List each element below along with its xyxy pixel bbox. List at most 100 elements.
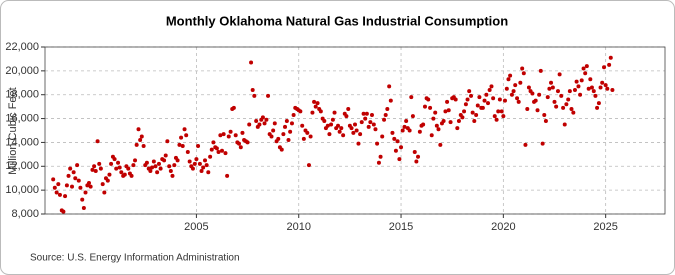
data-point bbox=[80, 197, 85, 202]
data-point bbox=[491, 96, 496, 101]
data-point bbox=[443, 109, 448, 114]
data-point bbox=[472, 118, 477, 123]
data-point bbox=[203, 158, 208, 163]
data-point bbox=[414, 159, 419, 164]
data-point bbox=[559, 93, 564, 98]
data-point bbox=[254, 118, 259, 123]
data-point bbox=[162, 158, 167, 163]
data-point bbox=[250, 87, 255, 92]
y-tick-label: 14,000 bbox=[5, 136, 39, 148]
data-point bbox=[397, 157, 402, 162]
data-point bbox=[579, 78, 584, 83]
data-point bbox=[431, 116, 436, 121]
data-point bbox=[494, 117, 499, 122]
data-point bbox=[197, 161, 202, 166]
data-point bbox=[474, 112, 479, 117]
data-point bbox=[550, 85, 555, 90]
data-point bbox=[223, 151, 228, 156]
data-point bbox=[448, 120, 453, 125]
data-point bbox=[226, 134, 231, 139]
data-point bbox=[516, 99, 521, 104]
data-point bbox=[456, 118, 461, 123]
data-point bbox=[156, 161, 161, 166]
data-point bbox=[429, 133, 434, 138]
data-point bbox=[487, 87, 492, 92]
data-point bbox=[469, 93, 474, 98]
data-point bbox=[66, 173, 71, 178]
data-point bbox=[194, 157, 199, 162]
data-point bbox=[300, 123, 305, 128]
data-point bbox=[112, 157, 117, 162]
data-point bbox=[600, 80, 605, 85]
data-point bbox=[530, 91, 535, 96]
data-point bbox=[364, 111, 369, 116]
data-point bbox=[369, 112, 374, 117]
data-point bbox=[552, 99, 557, 104]
data-point bbox=[209, 147, 214, 152]
data-point bbox=[165, 139, 170, 144]
data-point bbox=[445, 99, 450, 104]
data-point bbox=[288, 129, 293, 134]
data-point bbox=[214, 146, 219, 151]
data-point bbox=[441, 118, 446, 123]
data-point bbox=[537, 92, 542, 97]
data-point bbox=[538, 68, 543, 73]
data-point bbox=[462, 109, 467, 114]
data-point bbox=[68, 166, 73, 171]
data-point bbox=[502, 98, 507, 103]
data-point bbox=[574, 79, 579, 84]
data-point bbox=[596, 101, 601, 106]
data-point bbox=[185, 149, 190, 154]
data-point bbox=[52, 185, 57, 190]
data-point bbox=[354, 128, 359, 133]
data-point bbox=[433, 110, 438, 115]
data-point bbox=[83, 190, 88, 195]
data-point bbox=[133, 158, 138, 163]
data-point bbox=[252, 93, 257, 98]
y-tick-label: 10,000 bbox=[5, 184, 39, 196]
data-point bbox=[598, 85, 603, 90]
data-point bbox=[102, 190, 107, 195]
data-point bbox=[535, 108, 540, 113]
data-point bbox=[75, 163, 80, 168]
data-point bbox=[409, 95, 414, 100]
data-point bbox=[61, 209, 66, 214]
data-point bbox=[375, 141, 380, 146]
data-point bbox=[105, 178, 110, 183]
data-point bbox=[167, 164, 172, 169]
data-point bbox=[144, 160, 149, 165]
data-point bbox=[70, 184, 75, 189]
data-point bbox=[271, 128, 276, 133]
data-point bbox=[257, 122, 262, 127]
data-point bbox=[484, 92, 489, 97]
data-point bbox=[344, 114, 349, 119]
data-point bbox=[98, 166, 103, 171]
data-point bbox=[286, 138, 291, 143]
data-point bbox=[407, 128, 412, 133]
data-point bbox=[336, 123, 341, 128]
data-point bbox=[554, 104, 559, 109]
data-point bbox=[602, 65, 607, 70]
data-point bbox=[177, 142, 182, 147]
data-point bbox=[216, 149, 221, 154]
data-point bbox=[208, 154, 213, 159]
data-point bbox=[199, 169, 204, 174]
data-point bbox=[313, 104, 318, 109]
y-tick-label: 18,000 bbox=[5, 89, 39, 101]
data-point bbox=[262, 121, 267, 126]
data-point bbox=[240, 130, 245, 135]
data-point bbox=[97, 161, 102, 166]
data-point bbox=[312, 99, 317, 104]
data-point bbox=[421, 122, 426, 127]
data-point bbox=[78, 185, 83, 190]
data-point bbox=[279, 147, 284, 152]
data-point bbox=[376, 160, 381, 165]
data-point bbox=[119, 170, 124, 175]
data-point bbox=[184, 133, 189, 138]
data-point bbox=[509, 92, 514, 97]
data-point bbox=[187, 159, 192, 164]
data-point bbox=[545, 95, 550, 100]
data-point bbox=[361, 111, 366, 116]
data-point bbox=[399, 145, 404, 150]
